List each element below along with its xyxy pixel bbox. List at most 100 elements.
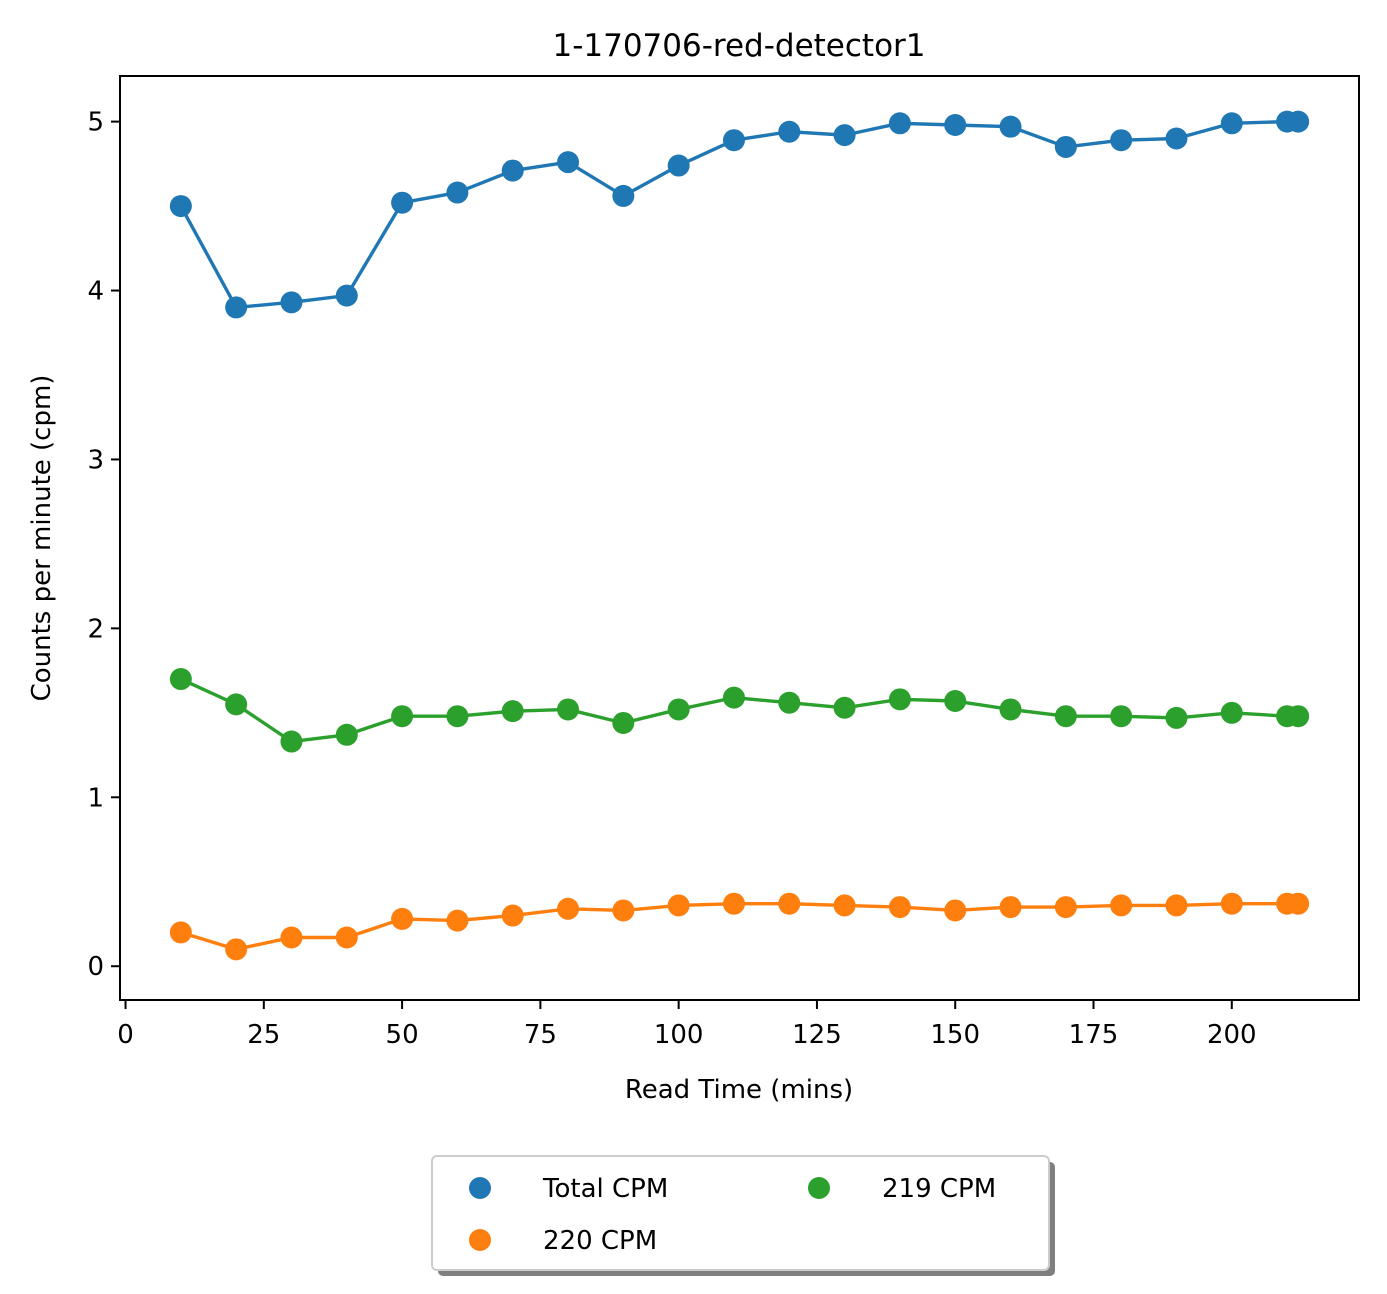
data-point	[557, 897, 580, 920]
data-point	[612, 899, 635, 922]
data-point	[612, 184, 635, 207]
data-point	[722, 129, 745, 152]
data-point	[335, 926, 358, 949]
legend-marker	[469, 1177, 491, 1199]
series-line	[180, 677, 1299, 744]
data-point	[1220, 701, 1243, 724]
data-point	[667, 894, 690, 917]
data-point	[1287, 110, 1310, 133]
data-point	[169, 668, 192, 691]
data-point	[391, 705, 414, 728]
data-point	[501, 159, 524, 182]
data-point	[833, 124, 856, 147]
data-point	[667, 698, 690, 721]
data-point	[225, 693, 248, 716]
x-tick-label: 0	[117, 1020, 134, 1050]
x-tick-label: 125	[792, 1020, 842, 1050]
legend: Total CPM 220 CPM 219 CPM	[431, 1155, 1055, 1276]
data-point	[722, 892, 745, 915]
data-point	[667, 154, 690, 177]
data-point	[225, 938, 248, 961]
data-point	[391, 191, 414, 214]
data-point	[833, 696, 856, 719]
legend-label: 220 CPM	[543, 1226, 657, 1256]
series-220-cpm	[169, 892, 1310, 961]
data-point	[612, 711, 635, 734]
data-point	[1110, 894, 1133, 917]
y-tick-label: 5	[87, 108, 104, 138]
y-tick-label: 3	[87, 445, 104, 475]
data-point	[501, 700, 524, 723]
data-point	[501, 904, 524, 927]
data-point	[1165, 894, 1188, 917]
x-axis: 0 25 50 75 100 125 150 175 200	[117, 1000, 1257, 1050]
data-point	[1165, 127, 1188, 150]
data-point	[335, 284, 358, 307]
y-axis: 0 1 2 3 4 5	[87, 108, 120, 982]
x-tick-label: 200	[1207, 1020, 1257, 1050]
data-point	[1287, 705, 1310, 728]
data-point	[169, 195, 192, 218]
chart-title: 1-170706-red-detector1	[552, 28, 925, 64]
data-point	[446, 181, 469, 204]
legend-label: 219 CPM	[882, 1174, 996, 1204]
data-point	[944, 113, 967, 136]
data-point	[280, 291, 303, 314]
data-point	[833, 894, 856, 917]
x-tick-label: 175	[1069, 1020, 1119, 1050]
data-point	[999, 115, 1022, 138]
legend-box	[431, 1155, 1050, 1271]
data-point	[888, 112, 911, 135]
x-tick-label: 25	[247, 1020, 280, 1050]
data-point	[1054, 135, 1077, 158]
data-point	[280, 730, 303, 753]
data-point	[557, 151, 580, 174]
y-tick-label: 2	[87, 614, 104, 644]
series-line	[179, 119, 1299, 310]
data-point	[999, 698, 1022, 721]
data-point	[1110, 705, 1133, 728]
data-point	[225, 296, 248, 319]
data-point	[1110, 129, 1133, 152]
x-tick-label: 150	[930, 1020, 980, 1050]
y-tick-label: 0	[87, 952, 104, 982]
y-axis-label: Counts per minute (cpm)	[27, 375, 57, 702]
legend-item: Total CPM	[469, 1174, 668, 1204]
data-point	[280, 926, 303, 949]
data-point	[1054, 896, 1077, 919]
x-tick-label: 50	[386, 1020, 419, 1050]
data-point	[169, 921, 192, 944]
data-point	[446, 909, 469, 932]
data-point	[391, 907, 414, 930]
data-point	[446, 705, 469, 728]
legend-item: 220 CPM	[469, 1226, 657, 1256]
data-point	[999, 896, 1022, 919]
data-point	[944, 690, 967, 713]
data-point	[1165, 706, 1188, 729]
data-point	[778, 892, 801, 915]
series-total-cpm	[169, 110, 1310, 319]
data-point	[1054, 705, 1077, 728]
data-point	[1220, 112, 1243, 135]
data-point	[557, 698, 580, 721]
data-point	[1287, 892, 1310, 915]
data-point	[722, 686, 745, 709]
data-point	[778, 691, 801, 714]
y-tick-label: 1	[87, 783, 104, 813]
data-point	[335, 723, 358, 746]
series-line	[180, 902, 1299, 952]
data-point	[1220, 892, 1243, 915]
data-point	[888, 688, 911, 711]
series-layer	[169, 110, 1310, 961]
legend-item: 219 CPM	[808, 1174, 996, 1204]
series-219-cpm	[169, 668, 1310, 753]
plot-area	[119, 75, 1360, 1001]
x-axis-label: Read Time (mins)	[625, 1075, 853, 1105]
data-point	[778, 120, 801, 143]
x-tick-label: 75	[524, 1020, 557, 1050]
data-point	[888, 896, 911, 919]
data-point	[944, 899, 967, 922]
x-tick-label: 100	[654, 1020, 704, 1050]
y-tick-label: 4	[87, 277, 104, 307]
